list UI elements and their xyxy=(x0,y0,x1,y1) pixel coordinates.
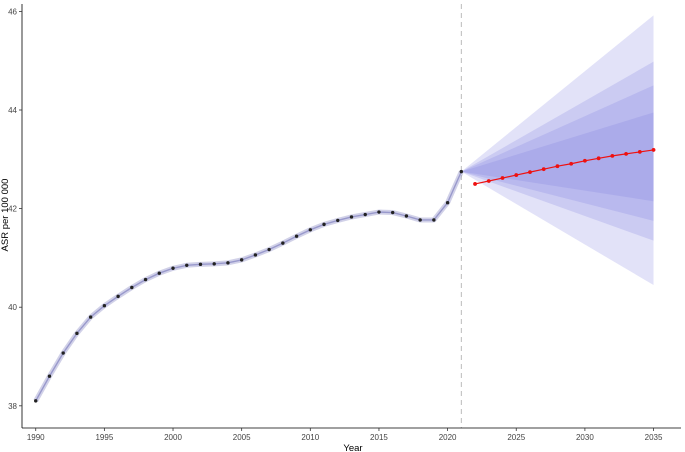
forecast-point-2034 xyxy=(637,150,642,154)
axes: 1990 1995 2000 2005 2010 2015 2020 2025 2030 2035… xyxy=(8,4,681,442)
observed-point-2011 xyxy=(322,222,326,227)
observed-point-2012 xyxy=(336,218,340,223)
observed-point-2007 xyxy=(267,247,271,252)
forecast-point-2026 xyxy=(528,170,532,175)
y-axis-title: ASR per 100 000 xyxy=(0,179,11,252)
x-tick-label-2025: 2025 xyxy=(507,433,525,442)
forecast-series-line xyxy=(474,149,654,185)
observed-point-1998 xyxy=(143,277,148,282)
observed-point-1997 xyxy=(130,285,134,290)
observed-point-2005 xyxy=(239,258,244,262)
x-tick-label-2015: 2015 xyxy=(370,433,388,442)
x-tick-label-1995: 1995 xyxy=(95,433,113,442)
observed-point-1990 xyxy=(34,399,38,403)
observed-point-2020 xyxy=(445,200,450,205)
observed-point-2015 xyxy=(377,210,381,214)
x-axis-title: Year xyxy=(343,443,362,452)
observed-point-2003 xyxy=(212,262,216,266)
x-tick-label-2020: 2020 xyxy=(439,433,457,442)
x-tick-label-2010: 2010 xyxy=(301,433,319,442)
observed-point-2001 xyxy=(185,263,189,268)
forecast-point-2030 xyxy=(582,158,587,163)
forecast-point-2035 xyxy=(651,148,656,152)
x-tick-label-2005: 2005 xyxy=(233,433,251,442)
observed-point-2021 xyxy=(459,169,464,174)
forecast-point-2029 xyxy=(569,161,574,166)
observed-point-1996 xyxy=(116,294,120,299)
observed-point-2014 xyxy=(363,212,367,217)
observed-uncertainty-band xyxy=(33,170,464,403)
forecast-point-2027 xyxy=(541,167,546,172)
forecast-point-2032 xyxy=(610,153,615,158)
x-tick-label-1990: 1990 xyxy=(27,433,45,442)
observed-point-2016 xyxy=(390,210,395,215)
plot-area xyxy=(33,4,656,428)
forecast-point-2025 xyxy=(514,173,519,177)
observed-point-2004 xyxy=(226,261,230,265)
observed-point-2009 xyxy=(294,234,299,238)
observed-point-1994 xyxy=(88,315,93,319)
y-tick-label-42: 42 xyxy=(8,205,17,214)
prediction-band-3 xyxy=(461,85,654,221)
observed-point-2013 xyxy=(349,215,354,219)
forecast-point-2031 xyxy=(596,156,601,161)
x-tick-label-2000: 2000 xyxy=(164,433,182,442)
y-tick-label-40: 40 xyxy=(8,303,17,312)
y-tick-label-44: 44 xyxy=(8,106,17,115)
observed-series-line xyxy=(35,171,462,402)
observed-point-2017 xyxy=(404,214,409,218)
observed-point-1999 xyxy=(157,271,161,275)
prediction-band-2 xyxy=(461,61,654,241)
x-tick-label-2030: 2030 xyxy=(576,433,594,442)
y-tick-label-46: 46 xyxy=(8,7,17,16)
observed-point-2018 xyxy=(418,218,422,222)
forecast-point-2024 xyxy=(500,176,505,180)
observed-point-1992 xyxy=(61,351,65,355)
observed-point-2010 xyxy=(308,228,313,232)
forecast-point-2033 xyxy=(624,151,628,156)
y-tick-label-38: 38 xyxy=(8,402,17,411)
x-tick-label-2035: 2035 xyxy=(645,433,663,442)
observed-point-1995 xyxy=(102,304,107,308)
observed-point-2008 xyxy=(281,241,285,245)
observed-point-2019 xyxy=(432,218,436,222)
observed-point-2006 xyxy=(253,253,258,257)
forecast-point-2028 xyxy=(555,164,560,169)
observed-point-1993 xyxy=(75,331,79,336)
observed-point-2000 xyxy=(171,266,175,270)
prediction-band-4 xyxy=(461,112,654,202)
forecast-point-2023 xyxy=(486,179,491,183)
forecast-point-2022 xyxy=(473,182,477,186)
observed-point-2002 xyxy=(198,262,203,267)
observed-point-1991 xyxy=(47,374,52,378)
prediction-band-1 xyxy=(461,15,654,286)
